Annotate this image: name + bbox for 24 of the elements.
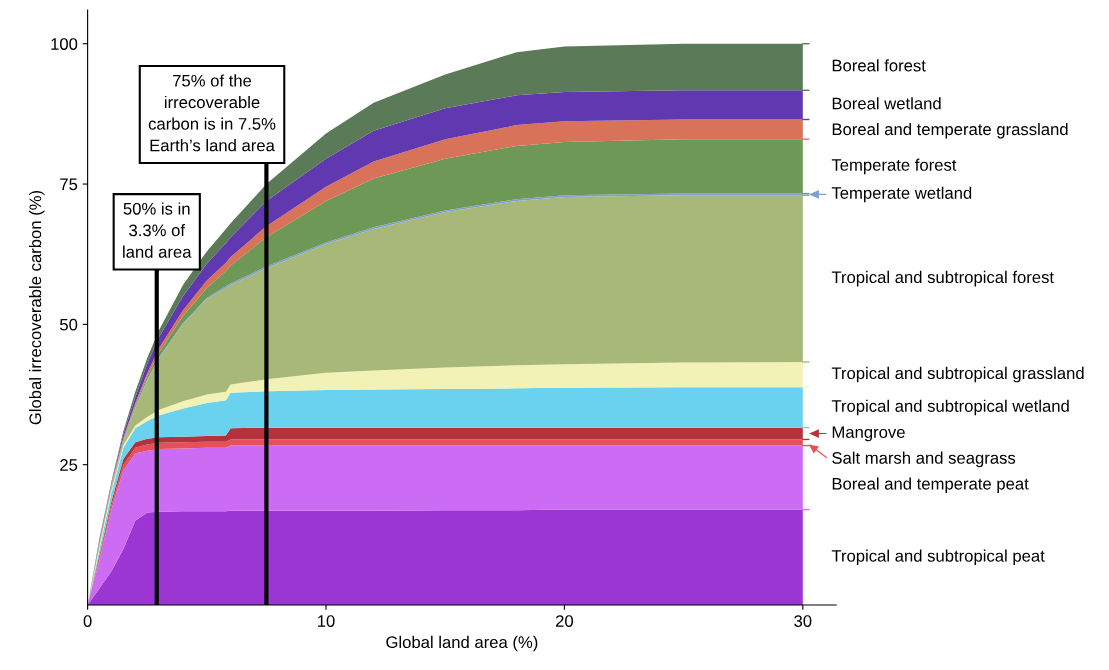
legend-label: Temperate wetland [831,186,972,203]
series-label: Boreal forest [832,59,926,72]
ref-line-label: 50% is in 3.3% of land area [123,202,192,258]
series-label: Boreal and temperate peat [832,477,1029,493]
legend-label: Salt marsh and seagrass [832,451,1016,468]
x-axis-title: Global land area (%) [386,635,538,652]
y-axis-title: Global irrecoverable carbon (%) [28,190,45,425]
series-label: Tropical and subtropical grassland [831,366,1084,383]
y-tick-label: 75 [60,178,78,191]
y-tick-label: 25 [60,459,78,471]
series-label: Temperate forest [831,158,957,175]
series-label: Tropical and subtropical forest [831,270,1054,287]
legend-label: Boreal and temperate grassland [832,122,1068,139]
y-tick-label: 50 [60,318,78,331]
x-tick-label: 0 [83,615,92,627]
x-tick-label: 20 [555,615,574,627]
series-label: Boreal wetland [832,97,941,110]
ref-line-label: 75% of the irrecoverable carbon is in 7.5% Earth’s land area [148,74,276,152]
x-tick-label: 10 [318,615,335,627]
series-label: Tropical and subtropical peat [831,549,1045,566]
y-tick-label: 100 [51,38,78,50]
legend-label: Mangrove [832,426,905,442]
series-label: Tropical and subtropical wetland [831,399,1069,416]
x-tick-label: 30 [794,615,812,627]
